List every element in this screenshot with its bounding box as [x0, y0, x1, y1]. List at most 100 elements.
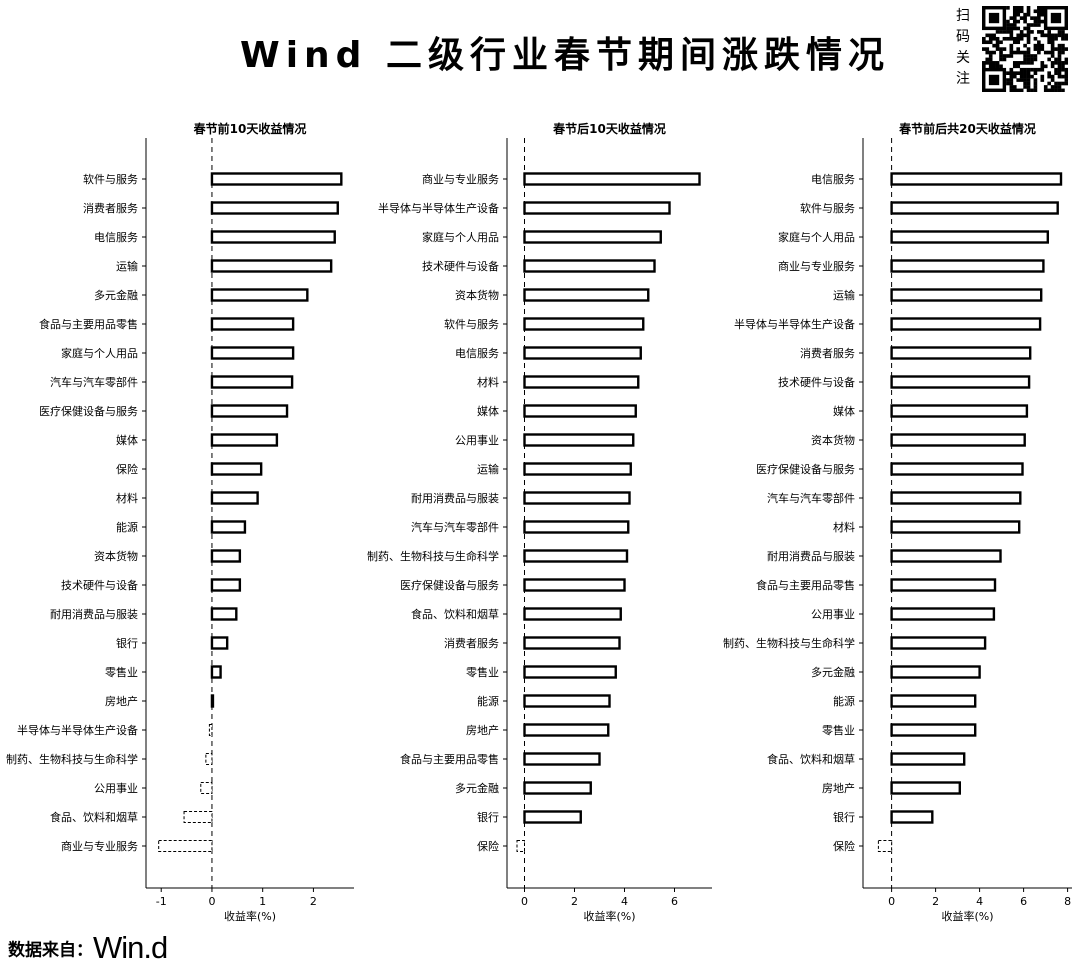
qr-module — [1009, 85, 1014, 89]
qr-module — [995, 47, 1000, 51]
qr-module — [1012, 23, 1017, 27]
x-tick-label: 0 — [888, 895, 895, 908]
y-tick-label: 电信服务 — [94, 231, 138, 244]
qr-module — [1016, 26, 1021, 31]
qr-module — [1054, 88, 1058, 92]
bar — [523, 433, 635, 447]
qr-module — [1016, 47, 1021, 51]
qr-module — [1023, 81, 1027, 86]
qr-module — [1043, 85, 1048, 89]
qr-module — [999, 40, 1003, 45]
qr-module — [1026, 88, 1031, 92]
qr-module — [1040, 47, 1045, 51]
qr-module — [1050, 36, 1055, 41]
qr-module — [1009, 50, 1014, 55]
y-tick-label: 消费者服务 — [83, 201, 138, 215]
qr-module — [1009, 16, 1014, 20]
y-tick-label: 软件与服务 — [83, 172, 138, 186]
y-tick-label: 保险 — [116, 462, 138, 476]
qr-module — [1050, 47, 1055, 51]
qr-module — [1026, 78, 1031, 82]
qr-caption-char: 关 — [956, 50, 970, 66]
qr-module — [1023, 57, 1027, 62]
y-tick-label: 家庭与个人用品 — [61, 346, 138, 360]
qr-module — [1019, 30, 1024, 34]
qr-module — [1023, 78, 1027, 82]
qr-module — [1037, 50, 1041, 55]
qr-module — [1023, 54, 1027, 58]
qr-caption-char: 注 — [956, 71, 970, 87]
qr-module — [1023, 43, 1027, 48]
bar — [516, 840, 525, 852]
bar — [523, 781, 592, 795]
qr-module — [1002, 36, 1007, 41]
qr-module — [1012, 36, 1017, 41]
qr-module — [1033, 54, 1038, 58]
qr-module — [1061, 64, 1065, 69]
bar — [890, 636, 987, 650]
bar — [890, 549, 1002, 563]
qr-module — [982, 61, 986, 65]
qr-module — [1054, 36, 1058, 41]
y-tick-label: 多元金融 — [94, 288, 138, 302]
qr-module — [1033, 36, 1038, 41]
chart-title: 春节后10天收益情况 — [552, 121, 666, 136]
qr-module — [1047, 50, 1051, 55]
qr-module — [1033, 67, 1038, 72]
chart-panel-2: 春节后10天收益情况 0 2 4 6 收益率(%) 商业与专业服务半导体与半导体生产设备家庭… — [367, 121, 712, 923]
qr-module — [1047, 30, 1051, 34]
y-tick-label: 银行 — [116, 636, 138, 650]
qr-module — [1026, 54, 1031, 58]
y-tick-label: 食品与主要用品零售 — [400, 752, 499, 766]
qr-module — [1040, 6, 1045, 10]
qr-module — [1026, 33, 1031, 38]
qr-module — [1043, 88, 1048, 92]
qr-module — [1057, 74, 1062, 79]
qr-module — [1047, 33, 1051, 38]
bar — [523, 549, 629, 563]
qr-module — [1061, 61, 1065, 65]
qr-module — [1012, 16, 1017, 20]
qr-module — [1019, 67, 1024, 72]
qr-module — [1030, 67, 1034, 72]
qr-module — [1006, 71, 1010, 75]
qr-module — [1009, 71, 1014, 75]
qr-module — [1009, 30, 1014, 34]
qr-module — [1009, 54, 1014, 58]
y-tick-label: 银行 — [477, 810, 499, 824]
y-tick-label: 消费者服务 — [800, 346, 855, 360]
y-tick-label: 食品、饮料和烟草 — [411, 607, 499, 621]
qr-module — [982, 47, 986, 51]
bar — [890, 230, 1049, 244]
qr-module — [1037, 19, 1041, 24]
qr-module — [1019, 36, 1024, 41]
qr-module — [1054, 33, 1058, 38]
qr-module — [1009, 23, 1014, 27]
qr-module — [1019, 74, 1024, 79]
y-tick-label: 医疗保健设备与服务 — [39, 404, 138, 418]
qr-module — [1016, 12, 1021, 17]
qr-module — [1016, 36, 1021, 41]
bar — [523, 665, 617, 679]
qr-module — [1012, 61, 1017, 65]
qr-module — [995, 36, 1000, 41]
qr-module — [1023, 50, 1027, 55]
qr-module — [1009, 36, 1014, 41]
bar — [890, 346, 1032, 360]
y-tick-label: 资本货物 — [455, 288, 499, 302]
bar — [523, 636, 621, 650]
qr-module — [1012, 40, 1017, 45]
y-tick-label: 材料 — [477, 375, 499, 389]
bar — [523, 607, 622, 621]
y-tick-label: 银行 — [833, 810, 855, 824]
y-tick-label: 多元金融 — [811, 665, 855, 679]
qr-module — [995, 40, 1000, 45]
qr-module — [1064, 57, 1068, 62]
qr-module — [1016, 33, 1021, 38]
qr-module — [1002, 30, 1007, 34]
qr-module — [1012, 19, 1017, 24]
qr-module — [1016, 78, 1021, 82]
qr-module — [1040, 67, 1045, 72]
qr-module — [1037, 47, 1041, 51]
bar — [890, 404, 1029, 418]
